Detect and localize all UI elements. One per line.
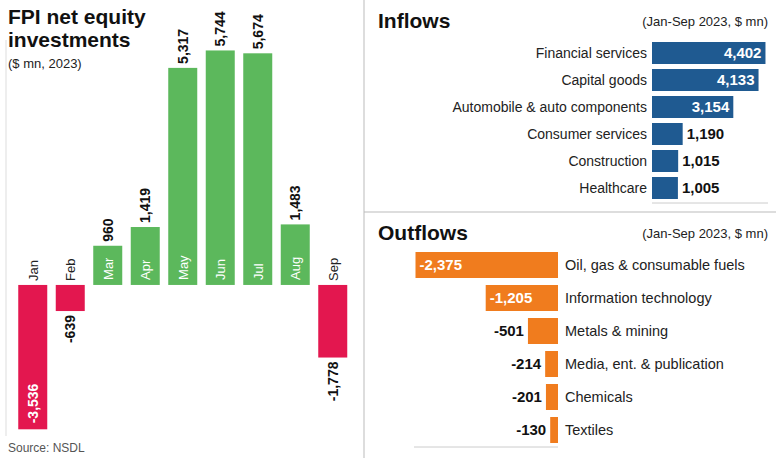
data-label: 1,190	[687, 125, 725, 142]
data-label: 1,483	[287, 185, 303, 220]
bar	[318, 285, 347, 358]
category-label: Sep	[326, 258, 341, 281]
separator	[364, 0, 365, 458]
title: FPI net equityinvestments	[8, 5, 146, 51]
title-line: FPI net equity	[8, 5, 146, 28]
data-label: -1,778	[325, 361, 341, 401]
bar	[168, 68, 197, 285]
axis-line	[414, 447, 558, 448]
category-label: Consumer services	[527, 126, 647, 142]
bar	[56, 285, 85, 311]
infographic: FPI net equityinvestments ($ mn, 2023) -3,…	[0, 0, 776, 458]
bar	[486, 285, 558, 311]
bar	[652, 123, 683, 145]
data-label: -3,536	[25, 383, 41, 423]
category-label: Automobile & auto components	[452, 99, 647, 115]
category-label: Jun	[213, 259, 228, 280]
axis-line	[652, 203, 768, 204]
data-label: 5,744	[212, 11, 228, 46]
bar	[18, 285, 47, 429]
category-label: Metals & mining	[565, 323, 668, 339]
category-label: Textiles	[565, 422, 613, 438]
data-label: -639	[62, 315, 78, 343]
category-label: Oil, gas & consumable fuels	[565, 257, 745, 273]
subtitle: (Jan-Sep 2023, $ mn)	[642, 226, 768, 241]
bar	[550, 417, 558, 443]
category-label: Media, ent. & publication	[565, 356, 724, 372]
data-label: -130	[516, 421, 546, 438]
category-label: Feb	[63, 259, 78, 281]
bar	[652, 150, 678, 172]
bar	[131, 227, 160, 285]
category-label: Jan	[26, 260, 41, 281]
bar	[652, 177, 678, 199]
separator	[364, 212, 776, 213]
bar	[528, 318, 558, 344]
data-label: -201	[512, 388, 542, 405]
data-label: -1,205	[490, 289, 533, 306]
subtitle: ($ mn, 2023)	[8, 56, 82, 71]
data-label: 1,005	[682, 179, 720, 196]
page: {"chart_data": [ {"type": "bar", "title"…	[0, 0, 776, 458]
category-label: Mar	[101, 257, 116, 280]
data-label: -214	[511, 355, 542, 372]
data-label: 4,133	[717, 71, 755, 88]
title: Outflows	[378, 221, 468, 244]
bar	[206, 50, 235, 284]
category-label: May	[176, 255, 191, 280]
category-label: Capital goods	[561, 72, 647, 88]
bars	[416, 252, 559, 443]
category-label: Information technology	[565, 290, 712, 306]
bar	[546, 384, 558, 410]
data-label: 1,015	[682, 152, 720, 169]
bar	[652, 42, 765, 64]
data-label: 3,154	[692, 98, 730, 115]
category-label: Aug	[288, 257, 303, 280]
data-label: 1,419	[137, 188, 153, 223]
bar	[652, 69, 759, 91]
data-label: 5,317	[175, 29, 191, 64]
data-label: -2,375	[420, 256, 463, 273]
category-label: Construction	[568, 153, 647, 169]
source: Source: NSDL	[8, 441, 85, 455]
data-label: 4,402	[724, 44, 762, 61]
category-label: Healthcare	[579, 180, 647, 196]
bar	[243, 53, 272, 285]
bar	[652, 96, 733, 118]
axis-line	[6, 40, 7, 436]
category-label: Apr	[138, 259, 153, 280]
bar	[281, 224, 310, 285]
bars	[652, 42, 765, 199]
bar	[93, 246, 122, 285]
data-label: 960	[100, 218, 116, 242]
bars	[18, 50, 347, 429]
bar	[416, 252, 559, 278]
category-label: Jul	[251, 263, 266, 280]
category-label: Chemicals	[565, 389, 633, 405]
subtitle: (Jan-Sep 2023, $ mn)	[642, 14, 768, 29]
bar	[545, 351, 558, 377]
category-label: Financial services	[536, 45, 647, 61]
data-label: -501	[494, 322, 524, 339]
data-label: 5,674	[250, 14, 266, 49]
title-line: investments	[8, 28, 131, 51]
title: Inflows	[378, 9, 450, 32]
